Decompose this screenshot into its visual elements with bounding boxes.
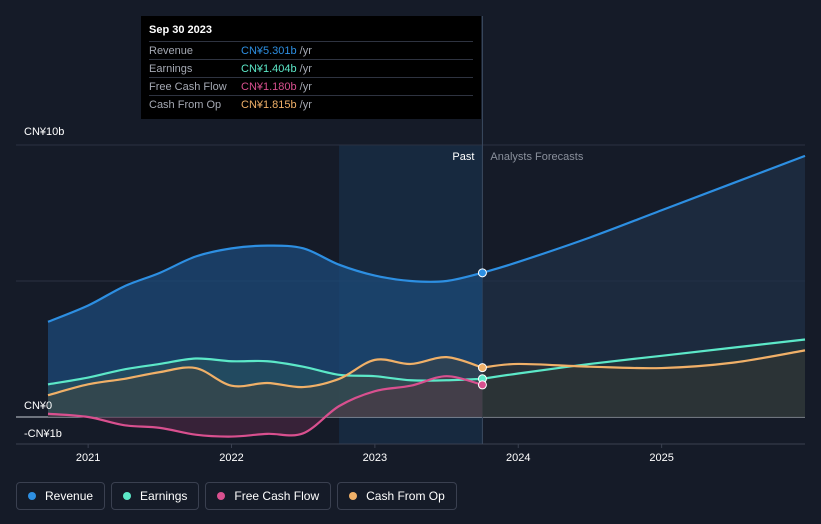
tooltip-unit: /yr: [299, 80, 312, 93]
tooltip-label: Cash From Op: [149, 98, 222, 111]
legend-label: Free Cash Flow: [234, 489, 320, 503]
tooltip-value: CN¥1.815b: [241, 98, 297, 111]
tooltip-label: Revenue: [149, 44, 194, 57]
tooltip: Sep 30 2023 Revenue CN¥5.301b /yr Earnin…: [141, 16, 481, 119]
revenue-line: [47, 244, 483, 323]
tooltip-value: CN¥1.404b: [241, 62, 297, 75]
x-axis-tick-label: 2021: [76, 452, 100, 464]
y-axis-label: -CN¥1b: [24, 428, 62, 440]
revenue-forecast-line: [482, 154, 806, 274]
tooltip-value: CN¥1.180b: [241, 80, 297, 93]
revenue-marker: [477, 268, 487, 278]
tooltip-date: Sep 30 2023: [149, 24, 212, 36]
y-axis-label: CN¥10b: [24, 126, 64, 138]
cash-from-op-line: [47, 356, 483, 397]
tooltip-label: Earnings: [149, 62, 193, 75]
revenue-area: [48, 245, 483, 417]
tooltip-unit: /yr: [299, 44, 312, 57]
tooltip-label: Free Cash Flow: [149, 80, 227, 93]
legend-item-earnings[interactable]: Earnings: [111, 482, 200, 510]
tooltip-row-earnings: Earnings CN¥1.404b /yr: [149, 59, 473, 77]
legend: Revenue Earnings Free Cash Flow Cash Fro…: [16, 482, 457, 512]
tooltip-row-cash-from-op: Cash From Op CN¥1.815b /yr: [149, 95, 473, 113]
free-cash-flow-line: [47, 375, 483, 438]
x-axis-tick-label: 2024: [506, 452, 530, 464]
legend-item-revenue[interactable]: Revenue: [16, 482, 106, 510]
past-label: Past: [452, 151, 474, 163]
tooltip-unit: /yr: [299, 62, 312, 75]
tooltip-row-free-cash-flow: Free Cash Flow CN¥1.180b /yr: [149, 77, 473, 95]
x-axis-tick-label: 2022: [219, 452, 243, 464]
x-axis-tick-label: 2025: [649, 452, 673, 464]
legend-label: Earnings: [140, 489, 188, 503]
legend-item-cash-from-op[interactable]: Cash From Op: [337, 482, 457, 510]
y-axis-label: CN¥0: [24, 400, 52, 412]
earnings-forecast-area: [482, 339, 805, 417]
cash-from-op-forecast-line: [482, 349, 806, 370]
cash-from-op-marker: [477, 363, 487, 373]
earnings-forecast-line: [482, 338, 806, 380]
tooltip-value: CN¥5.301b: [241, 44, 297, 57]
free-cash-flow-area: [48, 376, 483, 437]
x-axis-tick-label: 2023: [363, 452, 387, 464]
tooltip-row-revenue: Revenue CN¥5.301b /yr: [149, 41, 473, 59]
legend-item-free-cash-flow[interactable]: Free Cash Flow: [205, 482, 332, 510]
tooltip-unit: /yr: [299, 98, 312, 111]
free-cash-flow-marker: [477, 380, 487, 390]
legend-dot-icon: [28, 492, 36, 500]
earnings-line: [47, 357, 483, 386]
legend-label: Cash From Op: [366, 489, 445, 503]
cash-from-op-area: [48, 357, 483, 417]
legend-dot-icon: [217, 492, 226, 500]
legend-label: Revenue: [45, 489, 94, 503]
forecast-label: Analysts Forecasts: [490, 151, 583, 163]
legend-dot-icon: [349, 492, 358, 500]
legend-dot-icon: [123, 492, 132, 500]
